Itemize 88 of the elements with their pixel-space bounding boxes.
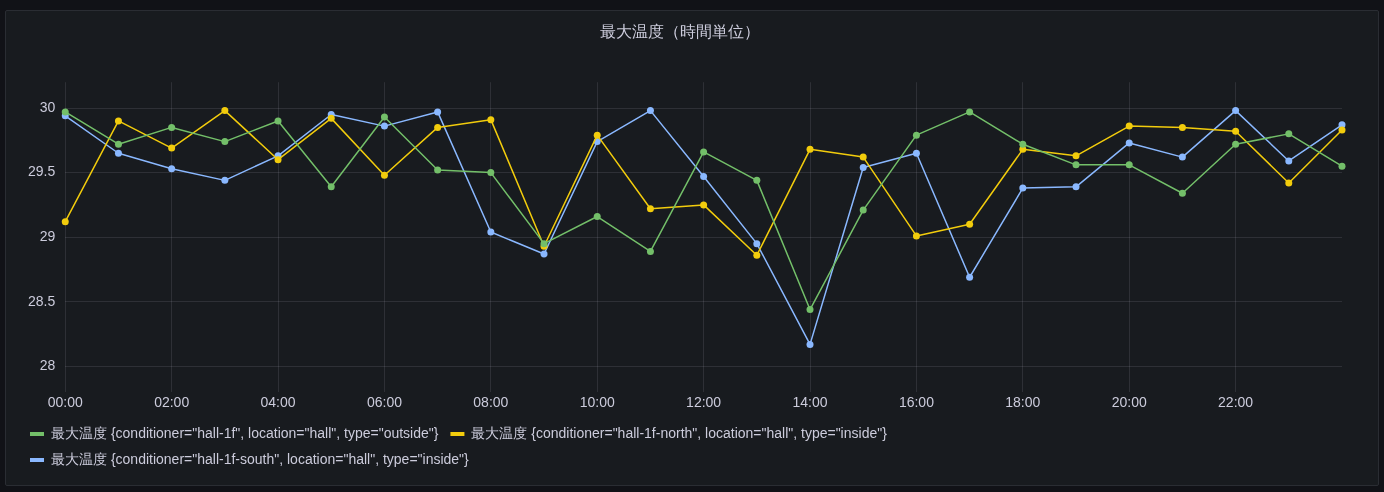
point bbox=[61, 218, 69, 226]
point bbox=[221, 138, 229, 146]
point bbox=[912, 131, 920, 139]
point bbox=[1178, 189, 1186, 197]
point bbox=[1178, 123, 1186, 131]
x-tick-label: 22:00 bbox=[1218, 394, 1254, 411]
point bbox=[646, 107, 654, 115]
point bbox=[168, 123, 176, 131]
point bbox=[806, 306, 814, 314]
point bbox=[700, 148, 708, 156]
x-tick-label: 00:00 bbox=[47, 394, 83, 411]
point bbox=[1072, 152, 1080, 160]
point bbox=[912, 232, 920, 240]
y-tick-label: 30 bbox=[39, 98, 56, 115]
point bbox=[859, 163, 867, 171]
point bbox=[806, 340, 814, 348]
point bbox=[700, 172, 708, 180]
point bbox=[1285, 157, 1293, 165]
point bbox=[114, 140, 122, 148]
point bbox=[806, 145, 814, 153]
point bbox=[1072, 183, 1080, 191]
point bbox=[380, 113, 388, 121]
point bbox=[168, 144, 176, 152]
point bbox=[753, 240, 761, 248]
point bbox=[966, 273, 974, 281]
point bbox=[434, 123, 442, 131]
point bbox=[487, 116, 495, 124]
point bbox=[487, 228, 495, 236]
x-tick-label: 06:00 bbox=[366, 394, 403, 411]
y-tick-label: 28 bbox=[39, 357, 56, 374]
point bbox=[434, 166, 442, 174]
point bbox=[434, 108, 442, 116]
y-tick-label: 28.5 bbox=[28, 292, 56, 309]
point bbox=[646, 205, 654, 213]
point bbox=[1019, 184, 1027, 192]
point bbox=[274, 156, 282, 164]
point bbox=[1338, 126, 1346, 134]
x-tick-label: 18:00 bbox=[1005, 394, 1041, 411]
point bbox=[380, 171, 388, 179]
point bbox=[540, 250, 548, 258]
point bbox=[380, 122, 388, 130]
x-tick-label: 14:00 bbox=[792, 394, 828, 411]
point bbox=[1232, 107, 1240, 115]
x-tick-label: 02:00 bbox=[154, 394, 190, 411]
point bbox=[700, 201, 708, 209]
x-tick-label: 04:00 bbox=[260, 394, 296, 411]
point bbox=[1232, 140, 1240, 148]
x-tick-label: 16:00 bbox=[898, 394, 935, 411]
x-tick-label: 20:00 bbox=[1111, 394, 1147, 411]
point bbox=[1125, 122, 1133, 130]
point bbox=[487, 169, 495, 177]
point bbox=[753, 251, 761, 259]
point bbox=[1338, 162, 1346, 170]
point bbox=[327, 183, 335, 191]
point bbox=[1019, 140, 1027, 148]
legend-label: 最大温度 {conditioner="hall-1f-north", location="hall", type="inside"} bbox=[471, 424, 888, 441]
point bbox=[1125, 139, 1133, 147]
point bbox=[221, 107, 229, 115]
point bbox=[274, 117, 282, 125]
legend-label: 最大温度 {conditioner="hall-1f", location="hall", type="outside"} bbox=[51, 424, 439, 441]
point bbox=[646, 247, 654, 255]
point bbox=[859, 153, 867, 161]
point bbox=[168, 165, 176, 173]
point bbox=[1125, 161, 1133, 169]
point bbox=[593, 131, 601, 139]
x-tick-label: 12:00 bbox=[686, 394, 722, 411]
point bbox=[859, 206, 867, 214]
point bbox=[327, 114, 335, 122]
x-tick-label: 08:00 bbox=[473, 394, 509, 411]
legend-label: 最大温度 {conditioner="hall-1f-south", location="hall", type="inside"} bbox=[51, 450, 470, 467]
point bbox=[114, 149, 122, 157]
point bbox=[221, 176, 229, 184]
point bbox=[593, 213, 601, 221]
point bbox=[912, 149, 920, 157]
chart-title: 最大温度（時間単位） bbox=[600, 23, 760, 41]
point bbox=[753, 176, 761, 184]
point bbox=[966, 220, 974, 228]
point bbox=[1285, 130, 1293, 138]
x-tick-label: 10:00 bbox=[579, 394, 615, 411]
point bbox=[1285, 179, 1293, 187]
point bbox=[966, 108, 974, 116]
y-tick-label: 29 bbox=[39, 228, 56, 245]
point bbox=[1178, 153, 1186, 161]
point bbox=[1232, 127, 1240, 135]
point bbox=[61, 108, 69, 116]
point bbox=[1072, 161, 1080, 169]
point bbox=[114, 117, 122, 125]
y-tick-label: 29.5 bbox=[28, 163, 56, 180]
